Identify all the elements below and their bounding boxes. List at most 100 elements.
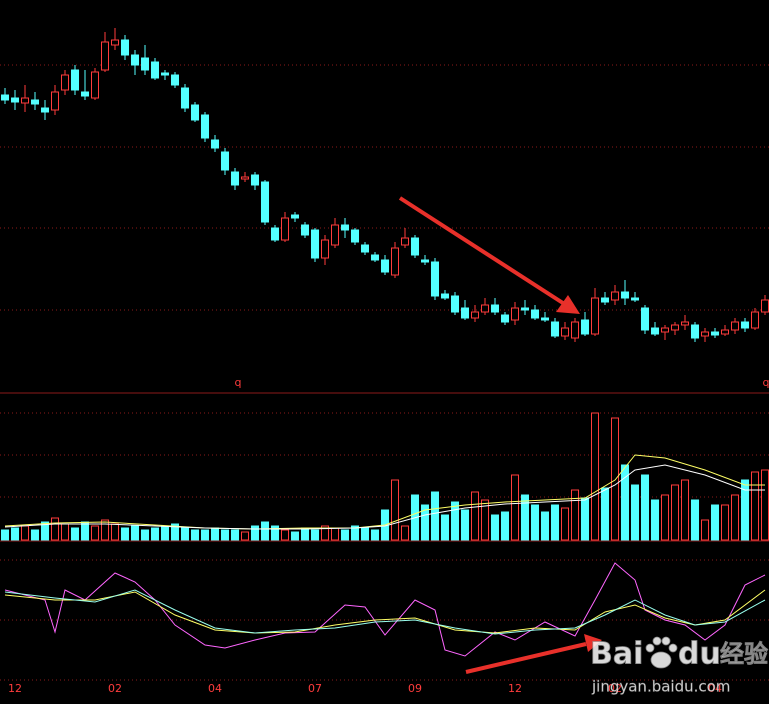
- volume-bar: [741, 479, 749, 541]
- volume-bar: [471, 491, 479, 541]
- volume-bar: [651, 499, 659, 541]
- candle-body: [631, 297, 639, 301]
- candle-body: [241, 176, 249, 180]
- candle-body: [171, 74, 179, 86]
- x-tick-label: 12: [8, 682, 22, 695]
- candle-body: [721, 329, 729, 335]
- candle-body: [571, 321, 579, 339]
- volume-bar: [761, 469, 769, 541]
- candle-body: [351, 229, 359, 243]
- watermark: Bai du 经验 jingyan.baidu.com: [590, 636, 769, 696]
- volume-bar: [661, 494, 669, 541]
- volume-bar: [171, 523, 179, 541]
- volume-bar: [31, 529, 39, 541]
- candle-body: [311, 229, 319, 259]
- watermark-url: jingyan.baidu.com: [591, 678, 730, 696]
- candle-body: [521, 307, 529, 311]
- volume-bar: [501, 511, 509, 541]
- candle-body: [471, 311, 479, 319]
- candle-body: [211, 139, 219, 149]
- volume-bar: [291, 531, 299, 541]
- candle-body: [191, 104, 199, 121]
- candle-body: [401, 237, 409, 246]
- candle-body: [91, 71, 99, 99]
- volume-bar: [531, 504, 539, 541]
- volume-bar: [111, 523, 119, 541]
- volume-bar: [191, 529, 199, 541]
- volume-bar: [371, 529, 379, 541]
- candle-body: [481, 304, 489, 313]
- candle-body: [231, 171, 239, 186]
- volume-bar: [671, 484, 679, 541]
- watermark-brand: Bai: [590, 637, 643, 672]
- volume-bar: [101, 519, 109, 541]
- volume-bar: [181, 527, 189, 541]
- volume-bar: [521, 494, 529, 541]
- volume-bar: [41, 521, 49, 541]
- marks: 12 02 04 07 09 12 02 04: [0, 28, 769, 695]
- volume-bar: [731, 494, 739, 541]
- volume-bar: [161, 525, 169, 541]
- volume-bar: [361, 527, 369, 541]
- volume-bar: [81, 521, 89, 541]
- volume-bar: [681, 479, 689, 541]
- candle-body: [131, 54, 139, 66]
- candle-body: [421, 259, 429, 263]
- volume-bar: [721, 504, 729, 541]
- x-tick-label: 12: [508, 682, 522, 695]
- volume-bar: [631, 484, 639, 541]
- candle-body: [41, 107, 49, 113]
- volume-bar: [301, 527, 309, 541]
- volume-bar: [691, 499, 699, 541]
- volume-bar: [91, 525, 99, 541]
- candle-body: [71, 69, 79, 91]
- volume-bar: [21, 525, 29, 541]
- candle-body: [111, 39, 119, 46]
- candle-body: [151, 61, 159, 79]
- volume-bar: [641, 474, 649, 541]
- candle-body: [371, 254, 379, 261]
- candle-body: [121, 39, 129, 56]
- candle-body: [691, 324, 699, 339]
- candle-body: [761, 299, 769, 313]
- candle-body: [81, 91, 89, 97]
- x-tick-label: 07: [308, 682, 322, 695]
- candle-body: [51, 91, 59, 111]
- volume-bar: [121, 527, 129, 541]
- candle-body: [701, 331, 709, 337]
- volume-bar: [751, 471, 759, 541]
- candle-body: [221, 151, 229, 171]
- volume-bar: [131, 525, 139, 541]
- candle-body: [141, 57, 149, 71]
- line: [4, 589, 766, 635]
- candle-body: [331, 224, 339, 246]
- volume-bar: [151, 527, 159, 541]
- volume-bar: [1, 529, 9, 541]
- candle-body: [531, 309, 539, 319]
- volume-bar: [551, 504, 559, 541]
- candle-body: [101, 41, 109, 71]
- candle-body: [491, 304, 499, 313]
- candle-body: [651, 327, 659, 335]
- volume-bar: [711, 504, 719, 541]
- volume-bar: [251, 525, 259, 541]
- arrow: [398, 196, 580, 314]
- candle-body: [441, 293, 449, 299]
- candle-body: [461, 307, 469, 319]
- volume-bar: [261, 521, 269, 541]
- annotation: q: [763, 376, 769, 389]
- candle-body: [341, 224, 349, 231]
- candle-body: [431, 261, 439, 297]
- volume-bar: [61, 523, 69, 541]
- candle-body: [711, 331, 719, 336]
- candle-body: [451, 295, 459, 313]
- candle-body: [1, 94, 9, 101]
- x-tick-label: 04: [208, 682, 222, 695]
- candle-body: [281, 217, 289, 241]
- candle-body: [611, 291, 619, 301]
- volume-bar: [421, 504, 429, 541]
- volume-bar: [701, 519, 709, 541]
- candle-body: [11, 97, 19, 103]
- candle-body: [591, 297, 599, 335]
